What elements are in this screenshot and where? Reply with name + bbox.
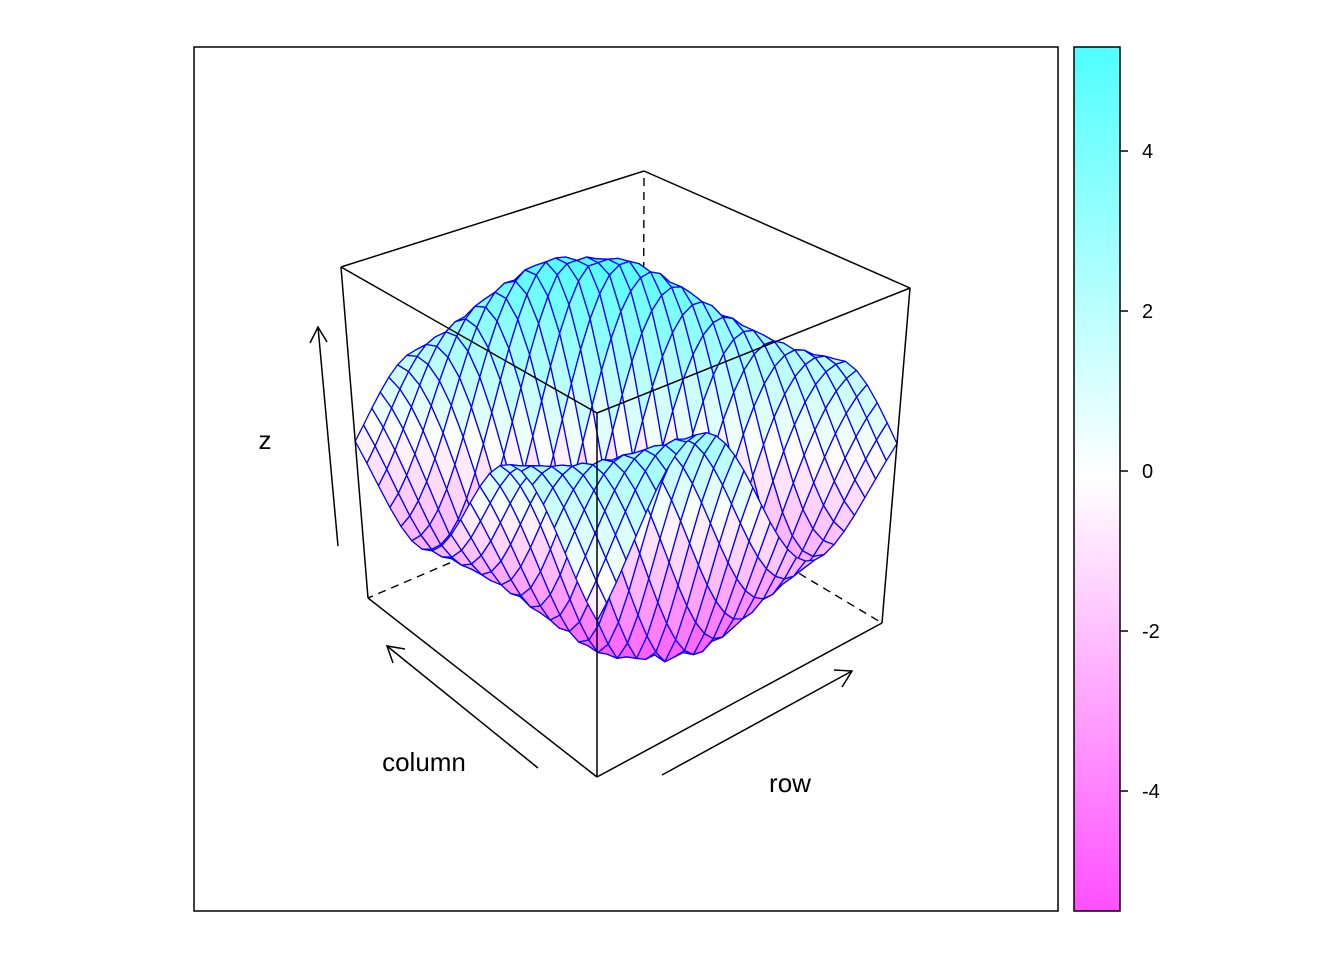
box-top-front-left-edge xyxy=(340,266,598,414)
box-left-vertical-edge xyxy=(340,266,369,599)
box-bottom-right-edge xyxy=(596,622,883,778)
box-bottom-left-edge xyxy=(367,597,598,778)
box-top-back-left-edge xyxy=(340,170,645,268)
colorkey-tick-label: 2 xyxy=(1142,301,1153,323)
colorkey-ticks: -4 -2 0 2 4 xyxy=(1120,141,1160,803)
panel-frame xyxy=(193,46,1059,912)
box-top-back-right-edge xyxy=(643,170,911,289)
z-axis-label: z xyxy=(259,425,272,455)
column-axis-arrow xyxy=(385,645,539,769)
z-axis-arrow xyxy=(309,325,339,547)
box-top-front-right-edge xyxy=(596,287,911,414)
box-right-vertical-edge xyxy=(881,287,911,624)
colorkey-tick-label: -4 xyxy=(1142,781,1160,803)
box-front-edges xyxy=(340,170,911,778)
row-axis-label: row xyxy=(769,768,811,798)
colorkey-tick-label: 0 xyxy=(1142,461,1153,483)
axis-arrows xyxy=(309,325,854,776)
wireframe-surface xyxy=(354,256,898,663)
row-axis-arrow xyxy=(661,669,854,776)
colorkey-tick-label: -2 xyxy=(1142,621,1160,643)
colorkey-bar xyxy=(1073,46,1121,912)
column-axis-label: column xyxy=(382,747,466,777)
colorkey-tick-label: 4 xyxy=(1142,141,1153,163)
